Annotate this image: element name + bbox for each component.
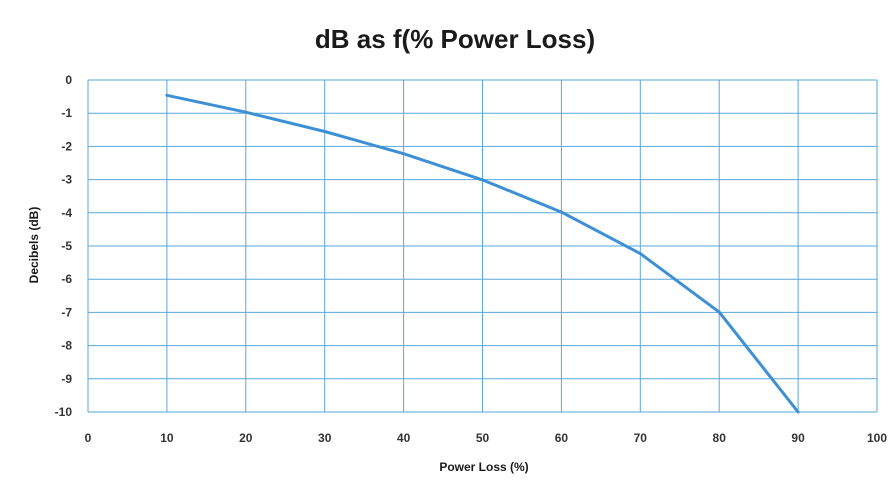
x-tick-label: 60 <box>555 431 569 445</box>
x-tick-label: 100 <box>867 431 887 445</box>
y-tick-label: -4 <box>61 206 72 220</box>
data-point <box>797 411 799 413</box>
y-tick-label: -9 <box>61 372 72 386</box>
y-tick-label: -3 <box>61 173 72 187</box>
x-axis-ticks: 0 10 20 30 40 50 60 70 80 90 100 <box>85 431 888 445</box>
y-tick-label: -8 <box>61 339 72 353</box>
y-tick-label: 0 <box>65 73 72 87</box>
series-layer <box>165 93 800 414</box>
x-tick-label: 0 <box>85 431 92 445</box>
chart-title: dB as f(% Power Loss) <box>315 24 595 54</box>
y-tick-label: -2 <box>61 139 72 153</box>
x-axis-title: Power Loss (%) <box>439 460 528 474</box>
x-tick-label: 50 <box>476 431 490 445</box>
x-tick-label: 30 <box>318 431 332 445</box>
data-point <box>166 94 168 97</box>
y-tick-label: -6 <box>61 272 72 286</box>
x-tick-label: 40 <box>397 431 411 445</box>
y-tick-label: -1 <box>61 106 72 120</box>
data-point <box>481 179 484 181</box>
y-tick-label: -5 <box>61 239 72 253</box>
x-tick-label: 20 <box>239 431 253 445</box>
x-tick-label: 70 <box>634 431 648 445</box>
x-tick-label: 10 <box>160 431 174 445</box>
grid <box>87 79 878 413</box>
y-axis-ticks: 0 -1 -2 -3 -4 -5 -6 -7 -8 -9 -10 <box>55 73 73 419</box>
x-tick-label: 80 <box>713 431 727 445</box>
x-tick-label: 90 <box>791 431 805 445</box>
y-axis-title: Decibels (dB) <box>27 207 41 284</box>
data-point <box>245 111 247 114</box>
y-tick-label: -7 <box>61 305 72 319</box>
data-point <box>718 311 720 313</box>
data-point <box>323 130 326 133</box>
data-point <box>639 252 642 255</box>
y-tick-label: -10 <box>55 405 73 419</box>
data-point <box>402 152 405 155</box>
data-point <box>560 211 563 213</box>
